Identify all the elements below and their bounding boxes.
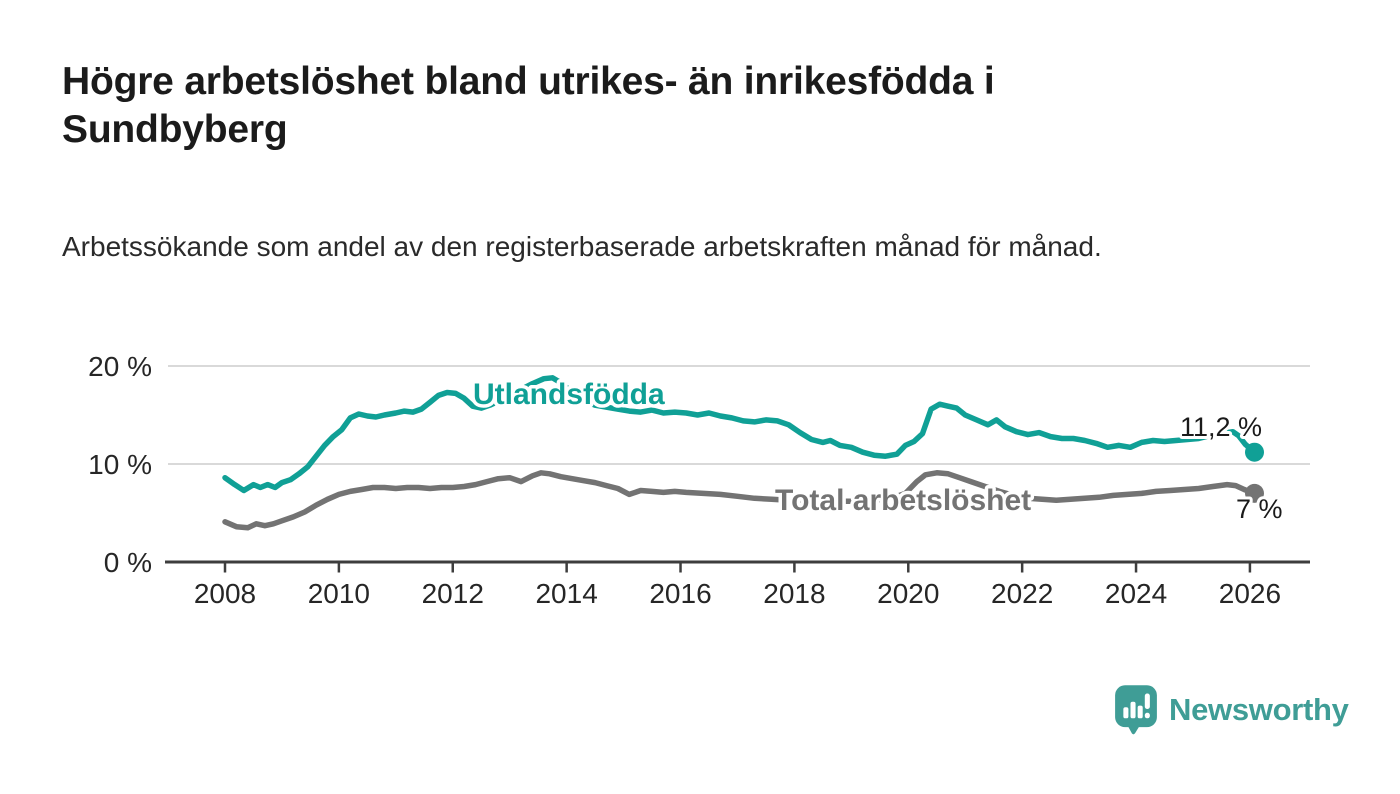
x-axis-tick-label: 2016 <box>649 578 711 609</box>
y-axis-tick-label: 10 % <box>88 449 152 480</box>
y-axis-tick-label: 0 % <box>104 547 152 578</box>
newsworthy-logo: Newsworthy <box>1114 684 1349 735</box>
x-axis-tick-label: 2022 <box>991 578 1053 609</box>
x-axis-tick-label: 2026 <box>1219 578 1281 609</box>
series-line-utlandsf-dda <box>222 375 1258 494</box>
series-end-dot-total-arbetsl-shet <box>1245 483 1264 503</box>
page-title: Högre arbetslöshet bland utrikes- än inr… <box>62 60 995 152</box>
x-axis-tick-label: 2018 <box>763 578 825 609</box>
x-axis-tick-label: 2020 <box>877 578 939 609</box>
x-axis-tick-label: 2008 <box>194 578 256 609</box>
x-axis-tick-label: 2024 <box>1105 578 1167 609</box>
newsworthy-logo-text: Newsworthy <box>1169 691 1349 727</box>
x-axis-tick-label: 2012 <box>422 578 484 609</box>
end-value-label-utlandsf-dda: 11,2 % <box>1180 412 1262 442</box>
x-axis-tick-label: 2014 <box>535 578 597 609</box>
series-label-utlandsf-dda: Utlandsfödda <box>473 378 665 411</box>
series-label-total-arbetsl-shet: Total arbetslöshet <box>775 484 1031 517</box>
speech-bubble-bar-chart-icon <box>1115 685 1157 735</box>
page-subtitle: Arbetssökande som andel av den registerb… <box>62 231 1102 262</box>
series-end-dot-utlandsf-dda <box>1245 442 1264 462</box>
end-value-label-total-arbetsl-shet: 7 % <box>1236 494 1283 524</box>
y-axis-tick-label: 20 % <box>88 351 152 382</box>
x-axis-tick-label: 2010 <box>308 578 370 609</box>
series-line-total-arbetsl-shet <box>222 470 1258 531</box>
